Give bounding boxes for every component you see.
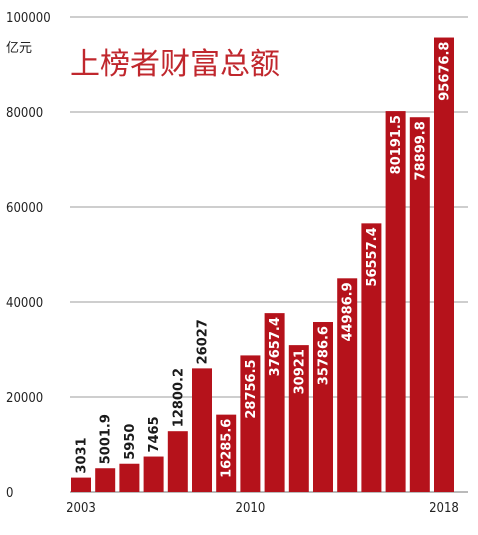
x-tick-label: 2010 [236,501,266,516]
bar-2017 [409,117,430,492]
bar-value-label: 80191.5 [389,115,404,174]
y-tick-label: 0 [6,486,13,501]
x-tick-label: 2018 [429,501,459,516]
bar-2008 [192,368,212,492]
bar-2005 [119,463,140,492]
y-tick-label: 40000 [6,296,43,311]
bar-value-label: 12800.2 [171,368,186,427]
bar-2004 [95,468,116,492]
bar-value-label: 3031 [75,437,90,473]
y-axis: 0 20000 40000 60000 80000 100000 [6,11,51,501]
bar-2010 [240,355,261,492]
bar-value-label: 5950 [123,424,138,460]
bar-2009 [216,414,237,492]
bar-value-label: 78899.8 [413,121,428,180]
bar-value-label: 26027 [196,319,211,364]
bar-2003 [71,477,91,492]
chart-title: 上榜者财富总额 [70,47,280,82]
bar-value-label: 44986.9 [341,282,356,341]
bar-2018 [434,37,454,493]
bar-value-label: 56557.4 [365,227,380,286]
bar-value-label: 95676.8 [438,42,453,101]
bar-value-label: 16285.6 [220,419,235,478]
bar-value-label: 28756.5 [244,359,259,418]
bar-value-label: 35786.6 [317,326,332,385]
bar-value-label: 30921 [292,349,307,394]
bar-value-labels: 3031 5001.9 5950 7465 12800.2 26027 16285.6 287… [75,42,453,478]
x-axis: 2003 2010 2018 [66,501,459,516]
y-tick-label: 20000 [6,391,43,406]
bar-2015 [361,223,382,492]
bar-2014 [337,278,358,492]
bar-value-label: 37657.4 [268,317,283,376]
bar-2013 [313,322,333,492]
x-tick-label: 2003 [66,501,96,516]
y-axis-unit-label: 亿元 [6,41,32,56]
bars [71,37,454,493]
bar-2016 [385,111,406,492]
bar-2007 [167,431,188,492]
y-tick-label: 80000 [6,106,43,121]
y-tick-label: 100000 [6,11,51,26]
bar-value-label: 5001.9 [99,414,114,464]
bar-2011 [264,313,285,492]
bar-value-label: 7465 [147,416,162,452]
y-tick-label: 60000 [6,201,43,216]
bar-2012 [288,345,309,492]
bar-2006 [143,456,164,492]
